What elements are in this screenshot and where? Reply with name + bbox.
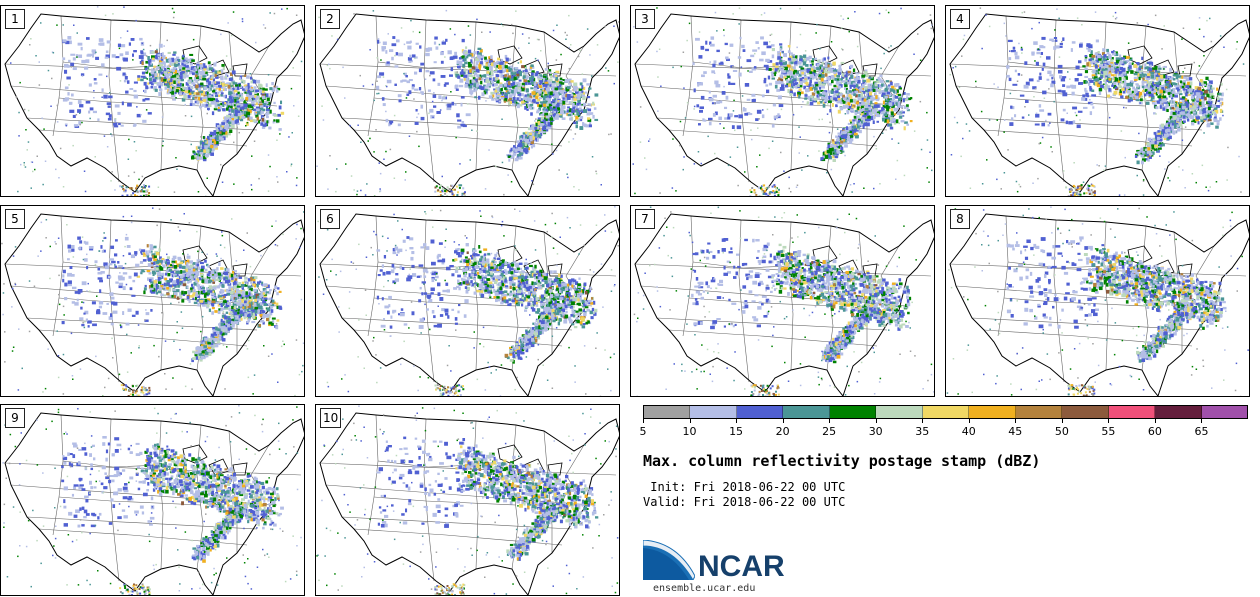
member-number-label: 3 [635,9,655,29]
colorbar-tick-mark [643,419,644,423]
colorbar-tick-label: 20 [775,425,790,438]
map-panel: 4 [945,5,1250,197]
colorbar-tick-label: 35 [915,425,930,438]
map-panel: 6 [315,205,620,397]
reflectivity-map [316,9,619,196]
colorbar-tick-mark [1015,419,1017,423]
reflectivity-map [4,6,304,196]
map-panel: 2 [315,5,620,197]
colorbar-tick-mark [689,419,691,423]
colorbar-tick-label: 55 [1101,425,1116,438]
map-panel: 8 [945,205,1250,397]
ncar-logo-text: NCAR [698,550,785,583]
colorbar-tick-label: 45 [1008,425,1023,438]
reflectivity-map [633,206,934,396]
member-number-label: 5 [5,209,25,229]
member-number-label: 6 [320,209,340,229]
colorbar-bin [1015,406,1063,418]
colorbar-tick-label: 30 [868,425,883,438]
ncar-logo-icon [643,540,695,580]
colorbar-bin [922,406,970,418]
map-panel: 7 [630,205,935,397]
reflectivity-map [317,206,619,396]
init-time: Init: Fri 2018-06-22 00 UTC [643,480,846,494]
member-number-label: 10 [320,408,342,428]
colorbar-bin [736,406,784,418]
colorbar-bin [690,406,737,418]
reflectivity-map [316,405,619,595]
colorbar-tick-mark [875,419,877,423]
colorbar-tick-label: 15 [729,425,744,438]
colorbar [643,405,1248,419]
member-number-label: 9 [5,408,25,428]
member-number-label: 2 [320,9,340,29]
colorbar-bin [1062,406,1109,418]
colorbar-bin [1201,406,1248,418]
colorbar-tick-mark [968,419,970,423]
member-number-label: 1 [5,9,25,29]
colorbar-tick-label: 10 [682,425,697,438]
member-number-label: 4 [950,9,970,29]
colorbar-bin [829,406,877,418]
colorbar-tick-label: 25 [822,425,837,438]
colorbar-bin [644,406,691,418]
colorbar-tick-mark [782,419,784,423]
colorbar-bin [783,406,830,418]
colorbar-tick-label: 50 [1054,425,1069,438]
colorbar-tick-mark [1061,419,1063,423]
map-panel: 9 [0,404,305,596]
colorbar-bin [876,406,923,418]
colorbar-tick-label: 60 [1147,425,1162,438]
map-panel: 3 [630,5,935,197]
colorbar-bin [1108,406,1156,418]
map-panel: 5 [0,205,305,397]
reflectivity-map [632,7,934,196]
colorbar-bin [1155,406,1202,418]
reflectivity-map [1,207,304,396]
colorbar-tick-mark [1108,419,1110,423]
reflectivity-map [2,405,304,595]
ensemble-url[interactable]: ensemble.ucar.edu [653,583,756,594]
colorbar-tick-label: 40 [961,425,976,438]
colorbar-tick-mark [1154,419,1156,423]
reflectivity-map [949,7,1249,196]
map-panel: 1 [0,5,305,197]
colorbar-tick-mark [1201,419,1203,423]
figure-title: Max. column reflectivity postage stamp (… [643,452,1041,470]
colorbar-tick-label: 65 [1194,425,1209,438]
colorbar-tick-mark [922,419,924,423]
valid-time: Valid: Fri 2018-06-22 00 UTC [643,495,846,509]
map-panel: 10 [315,404,620,596]
colorbar-bin [969,406,1016,418]
colorbar-tick-label: 5 [639,425,647,438]
colorbar-tick-mark [736,419,738,423]
member-number-label: 7 [635,209,655,229]
reflectivity-map [946,206,1249,396]
member-number-label: 8 [950,209,970,229]
colorbar-tick-mark [829,419,831,423]
